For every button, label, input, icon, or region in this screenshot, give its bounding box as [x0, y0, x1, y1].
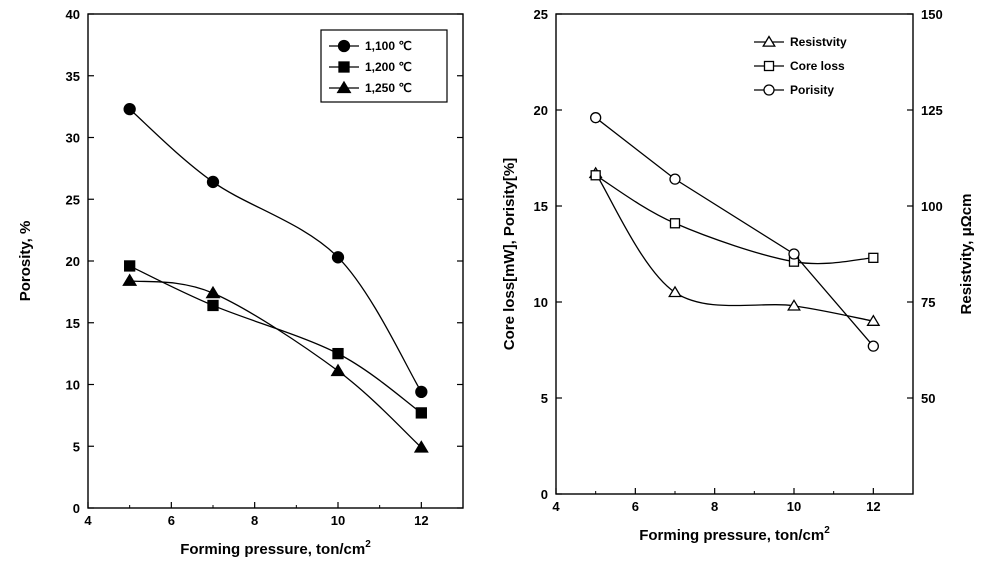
series-line-2 [595, 117, 874, 347]
y-tick-label: 5 [541, 391, 548, 406]
x-tick-label: 4 [552, 499, 560, 514]
y-tick-label: 30 [66, 131, 80, 146]
y-tick-label: 10 [534, 295, 548, 310]
legend-marker-circle [337, 39, 351, 53]
x-axis-label-text: Forming pressure, ton/cm [639, 527, 824, 544]
y2-tick-label: 150 [921, 7, 943, 22]
core-loss-chart: 4 6 8 10 12 0 5 10 15 20 25 50 75 100 125 150 Forming pr… [501, 7, 975, 544]
y-tick-label: 25 [66, 192, 80, 207]
legend-marker-triangle [336, 80, 352, 94]
legend-label: Porisity [790, 83, 834, 97]
legend-label: Resistvity [790, 35, 847, 49]
data-point-triangle [866, 314, 881, 326]
y-tick-label: 15 [534, 199, 548, 214]
legend: Resistvity Core loss Porisity [754, 35, 847, 97]
series-line-1 [129, 265, 422, 414]
x-axis-label: Forming pressure, ton/cm2 [639, 525, 830, 544]
data-point-circle [206, 175, 220, 189]
x-tick-label: 8 [711, 499, 718, 514]
x-tick-label: 10 [787, 499, 801, 514]
data-point-triangle [122, 273, 138, 286]
data-point-triangle [413, 440, 429, 453]
y-tick-label: 40 [66, 7, 80, 22]
x-axis-label-superscript: 2 [365, 539, 371, 550]
series-line-2 [129, 280, 422, 448]
legend-marker-square [338, 61, 350, 73]
legend-label: 1,100 ℃ [365, 39, 412, 53]
x-axis-label-superscript: 2 [824, 525, 830, 536]
plot-frame [555, 13, 914, 495]
x-tick-label: 12 [414, 513, 428, 528]
legend-label: 1,250 ℃ [365, 81, 412, 95]
y-tick-label: 15 [66, 316, 80, 331]
data-point-square [415, 407, 427, 419]
data-point-circle [590, 112, 602, 124]
y-tick-label: 20 [66, 254, 80, 269]
y-tick-label: 20 [534, 103, 548, 118]
y-tick-label: 0 [541, 487, 548, 502]
data-point-square [207, 299, 219, 312]
data-point-triangle [668, 285, 682, 298]
y2-axis-label: Resistvity, μΩcm [958, 194, 975, 315]
series-line-0 [129, 108, 422, 393]
data-point-circle [123, 102, 136, 116]
y-tick-label: 25 [534, 7, 548, 22]
data-point-circle [867, 340, 879, 352]
y-tick-label: 5 [73, 439, 80, 454]
x-tick-label: 12 [866, 499, 880, 514]
data-point-circle [788, 248, 800, 260]
data-point-triangle [205, 285, 221, 299]
data-point-square [332, 347, 344, 360]
x-tick-label: 4 [84, 513, 92, 528]
data-point-square [590, 170, 601, 181]
data-point-triangle [787, 299, 801, 311]
legend-marker-square [763, 60, 775, 72]
data-point-square [669, 218, 681, 229]
legend-label: 1,200 ℃ [365, 60, 412, 74]
x-tick-label: 8 [251, 513, 258, 528]
y-axis-label: Core loss[mW], Porisity[%] [501, 158, 518, 351]
legend-marker-triangle [762, 35, 776, 47]
y2-tick-label: 50 [921, 391, 935, 406]
legend-marker-circle [763, 84, 775, 96]
series-line-1 [595, 174, 874, 265]
data-point-circle [331, 251, 345, 264]
x-tick-label: 6 [632, 499, 639, 514]
data-point-circle [415, 385, 428, 399]
data-point-triangle [330, 363, 346, 377]
y-axis-label: Porosity, % [17, 221, 34, 302]
y2-tick-label: 75 [921, 295, 935, 310]
series-line-0 [595, 172, 874, 322]
legend-label: Core loss [790, 59, 845, 73]
data-point-square [868, 252, 879, 263]
y-tick-label: 35 [66, 69, 80, 84]
y2-tick-label: 100 [921, 199, 943, 214]
y-tick-label: 0 [73, 501, 80, 516]
porosity-chart: 4 6 8 10 12 0 5 10 15 20 25 30 35 40 Forming pressure,… [17, 7, 464, 558]
y-tick-label: 10 [66, 378, 80, 393]
y2-tick-label: 125 [921, 103, 943, 118]
x-axis-label: Forming pressure, ton/cm2 [180, 539, 371, 558]
x-tick-label: 10 [331, 513, 345, 528]
x-axis-label-text: Forming pressure, ton/cm [180, 541, 365, 558]
data-point-circle [669, 173, 681, 185]
data-point-square [124, 260, 136, 272]
legend: 1,100 ℃ 1,200 ℃ 1,250 ℃ [320, 29, 448, 103]
x-tick-label: 6 [168, 513, 175, 528]
